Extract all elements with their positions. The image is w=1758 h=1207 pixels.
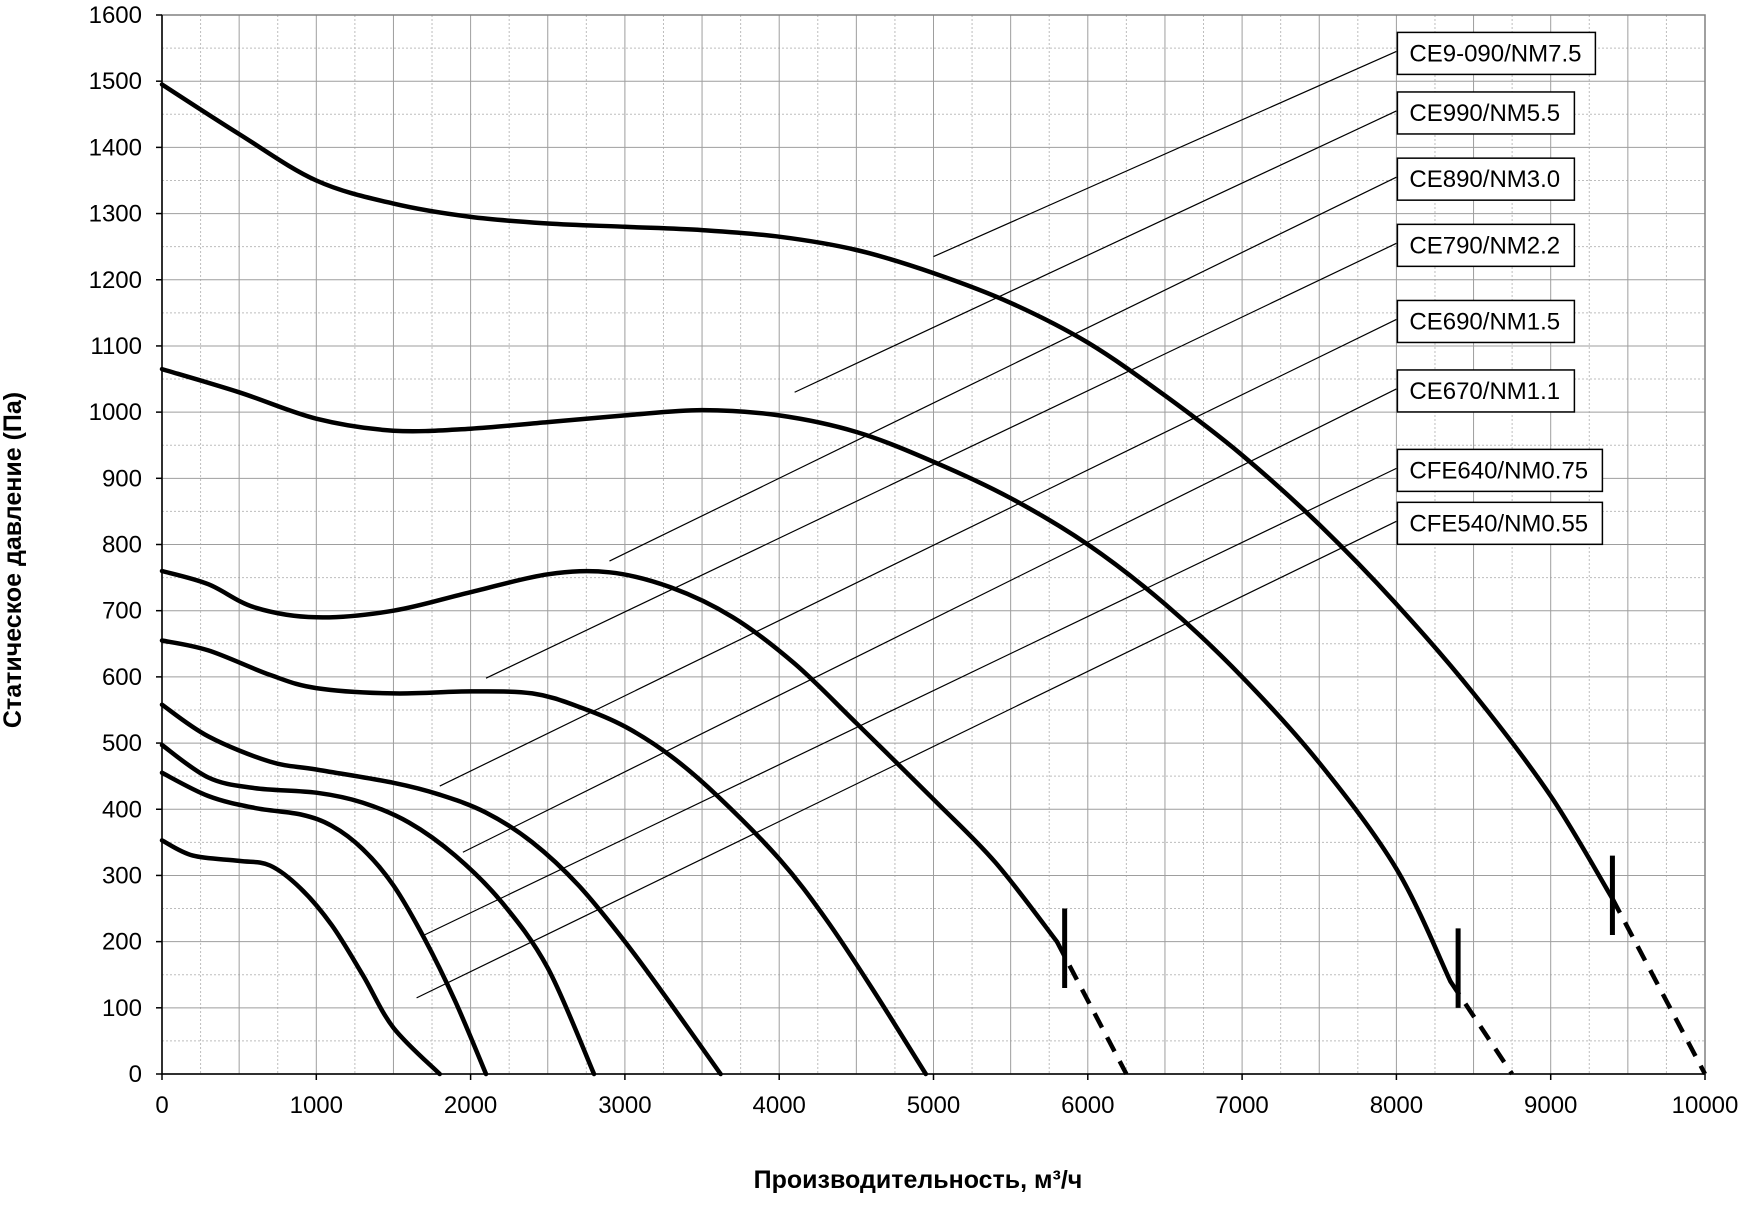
series-line [159,366,1453,984]
x-tick-label: 8000 [1370,1092,1423,1119]
legend-box [1396,223,1576,268]
leader-line [462,388,1397,853]
series-dashed-extension [1448,980,1514,1076]
x-tick-label: 6000 [1061,1092,1114,1119]
legend-entry: CFE640/NM0.75 [1396,448,1604,493]
y-tick-label: 0 [129,1061,142,1088]
legend-label: CE890/NM3.0 [1409,166,1560,193]
leader-line [424,467,1397,936]
y-tick-label: 800 [102,532,142,559]
x-tick-label: 2000 [444,1092,497,1119]
y-tick-label: 900 [102,465,142,492]
legend-box [1396,448,1604,493]
legend-label: CE9-090/NM7.5 [1409,40,1581,67]
y-tick-label: 1400 [89,134,142,161]
series-line [159,702,723,1077]
x-tick-label: 7000 [1215,1092,1268,1119]
legend-entry: CE690/NM1.5 [1396,299,1576,344]
legend-box [1396,299,1576,344]
y-tick-label: 200 [102,929,142,956]
legend-entry: CE890/NM3.0 [1396,157,1576,201]
y-tick-label: 500 [102,730,142,757]
x-axis-title: Производительность, м³/ч [754,1166,1083,1194]
y-tick-label: 400 [102,796,142,823]
legend-label: CE790/NM2.2 [1409,232,1560,259]
y-tick-label: 1300 [89,201,142,228]
leader-line [933,50,1397,258]
legend-entry: CE9-090/NM7.5 [1396,31,1597,76]
x-tick-label: 5000 [907,1092,960,1119]
y-tick-label: 300 [102,862,142,889]
legend-label: CFE540/NM0.55 [1409,510,1588,537]
leader-line [485,242,1397,679]
x-tick-label: 9000 [1524,1092,1577,1119]
leader-line [416,520,1397,999]
series-line [159,770,489,1077]
y-tick-label: 100 [102,995,142,1022]
leader-line [794,110,1397,393]
y-tick-label: 1500 [89,68,142,95]
legend-box [1396,501,1604,546]
y-tick-label: 600 [102,664,142,691]
y-tick-label: 1200 [89,267,142,294]
legend-box [1396,369,1576,413]
series-line [159,82,1615,901]
y-tick-label: 700 [102,598,142,625]
x-tick-label: 3000 [598,1092,651,1119]
series-dashed-extension [1610,897,1707,1076]
series-line [159,568,1060,944]
legend-entry: CE990/NM5.5 [1396,91,1576,135]
legend-entry: CFE540/NM0.55 [1396,501,1604,546]
legend-entry: CE790/NM2.2 [1396,223,1576,268]
leader-line [439,318,1397,787]
legend-entry: CE670/NM1.1 [1396,369,1576,413]
legend-label: CFE640/NM0.75 [1409,457,1588,484]
x-tick-label: 1000 [290,1092,343,1119]
x-tick-label: 10000 [1672,1092,1739,1119]
y-tick-label: 1000 [89,399,142,426]
series-line [159,838,442,1077]
y-tick-label: 1600 [89,2,142,29]
legend-label: CE690/NM1.5 [1409,308,1560,335]
legend-label: CE990/NM5.5 [1409,100,1560,127]
legend-box [1396,31,1597,76]
y-axis-title: Статическое давление (Па) [0,392,27,728]
legend-label: CE670/NM1.1 [1409,378,1560,405]
series-line [159,638,929,1077]
y-tick-label: 1100 [90,333,142,360]
series-line [159,742,597,1077]
x-tick-label: 4000 [753,1092,806,1119]
leader-line [609,176,1397,562]
legend-box [1396,157,1576,201]
x-tick-label: 0 [155,1092,168,1119]
legend-box [1396,91,1576,135]
